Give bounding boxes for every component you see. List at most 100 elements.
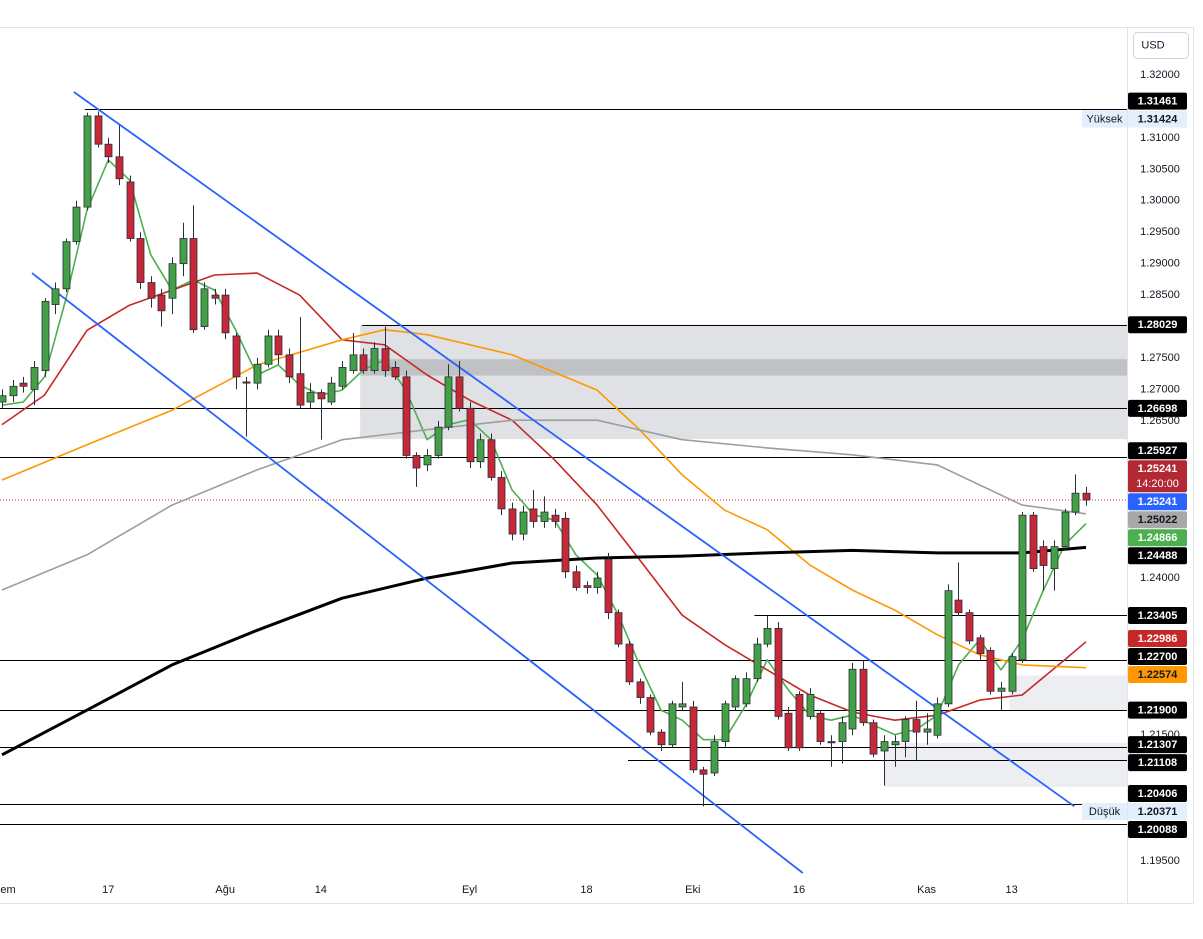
candle-body xyxy=(157,294,166,312)
moving-average xyxy=(1,545,1087,757)
candle-body xyxy=(72,206,81,243)
currency-button[interactable] xyxy=(1133,32,1189,59)
tag-badge xyxy=(1082,110,1127,128)
price-badge-label: 1.24488 xyxy=(1138,550,1178,562)
zone xyxy=(1009,675,1127,711)
x-tick-label: 18 xyxy=(580,884,592,896)
candle-body xyxy=(285,354,294,378)
tag-badge xyxy=(1082,802,1127,820)
x-tick-label: em xyxy=(0,884,15,896)
price-badge-label: 1.25927 xyxy=(1138,445,1178,457)
price-axis: 1.32000 1.31000 1.30500 1.30000 1.29500 1.290… xyxy=(1128,69,1187,867)
candle-body xyxy=(391,367,400,378)
candle-body xyxy=(444,376,453,428)
x-tick-label: Kas xyxy=(917,884,936,896)
candle-body xyxy=(933,703,942,736)
price-badge xyxy=(1128,820,1187,838)
price-badge xyxy=(1128,529,1187,547)
candle-body xyxy=(944,590,953,705)
candle-body xyxy=(827,741,836,744)
candle-body xyxy=(41,300,50,371)
candle-body xyxy=(221,294,230,334)
price-badge xyxy=(1128,110,1187,128)
price-badge xyxy=(1128,802,1187,820)
candle-body xyxy=(1018,514,1027,661)
candle-body xyxy=(306,392,315,403)
candle-body xyxy=(986,649,995,692)
candle-body xyxy=(880,741,889,752)
price-badge xyxy=(1128,547,1187,565)
candle-body xyxy=(104,143,113,158)
zone xyxy=(360,359,1127,376)
x-tick-label: Ağu xyxy=(215,884,235,896)
candle-body xyxy=(923,728,932,733)
x-tick-label: Eki xyxy=(685,884,700,896)
candle-body xyxy=(232,335,241,378)
candle-body xyxy=(211,294,220,299)
candle-body xyxy=(646,697,655,733)
candle-body xyxy=(519,511,528,535)
candle-body xyxy=(540,511,549,522)
candle-body xyxy=(699,769,708,775)
x-tick-label: 14 xyxy=(315,884,327,896)
price-badge xyxy=(1128,511,1187,529)
candle-body xyxy=(115,156,124,180)
candle-body xyxy=(264,335,273,365)
candle-body xyxy=(859,668,868,724)
y-tick-label: 1.27500 xyxy=(1140,352,1180,364)
candle-body xyxy=(189,238,198,331)
candle-body xyxy=(0,395,7,403)
price-badge-label: 1.31461 xyxy=(1138,95,1178,107)
candle-body xyxy=(1082,492,1091,501)
price-badge-label: 1.22986 xyxy=(1138,633,1178,645)
price-badge-label: 1.20371 xyxy=(1138,806,1178,818)
candle-body xyxy=(976,637,985,654)
price-badge xyxy=(1128,647,1187,665)
price-badge-label: 1.22700 xyxy=(1138,651,1178,663)
price-badge-label: 1.20406 xyxy=(1138,788,1178,800)
candle-body xyxy=(1061,511,1070,548)
price-badge-label: 1.22574 xyxy=(1138,669,1179,681)
countdown: 14:20:00 xyxy=(1136,478,1179,490)
candle-body xyxy=(742,678,751,705)
candle-body xyxy=(83,115,92,208)
y-tick-label: 1.29000 xyxy=(1140,258,1180,270)
candle-body xyxy=(636,681,645,698)
x-tick-label: Eyl xyxy=(462,884,477,896)
candle-body xyxy=(200,288,209,327)
currency[interactable]: USD xyxy=(1141,39,1164,51)
price-badge xyxy=(1128,92,1187,110)
candle-body xyxy=(614,612,623,645)
price-badge xyxy=(1128,316,1187,334)
price-badge xyxy=(1128,629,1187,647)
plot-area xyxy=(0,91,1127,874)
price-badge-label: 1.21307 xyxy=(1138,739,1178,751)
y-tick-label: 1.26500 xyxy=(1140,415,1180,427)
candle-body xyxy=(338,367,347,387)
candle-body xyxy=(94,115,103,145)
y-tick-label: 1.19500 xyxy=(1140,855,1180,867)
price-badge xyxy=(1128,606,1187,624)
candle-body xyxy=(795,694,804,749)
candle-body xyxy=(317,392,326,400)
candle-body xyxy=(710,741,719,774)
candle-body xyxy=(1008,656,1017,692)
y-tick-label: 1.29500 xyxy=(1140,226,1180,238)
price-badge xyxy=(1128,701,1187,719)
candle-body xyxy=(1029,514,1038,570)
candle-body xyxy=(583,585,592,588)
moving-average xyxy=(1,272,1087,721)
candle-body xyxy=(561,517,570,573)
candle-body xyxy=(370,348,379,371)
candle-body xyxy=(763,627,772,645)
price-badge xyxy=(1128,736,1187,754)
candle-body xyxy=(476,439,485,463)
candle-body xyxy=(753,643,762,680)
candle-body xyxy=(657,731,666,746)
candle-body xyxy=(147,282,156,299)
y-tick-label: 1.27000 xyxy=(1140,383,1180,395)
price-badge xyxy=(1128,784,1187,802)
candle-body xyxy=(604,558,613,614)
candle-body xyxy=(1071,492,1080,513)
